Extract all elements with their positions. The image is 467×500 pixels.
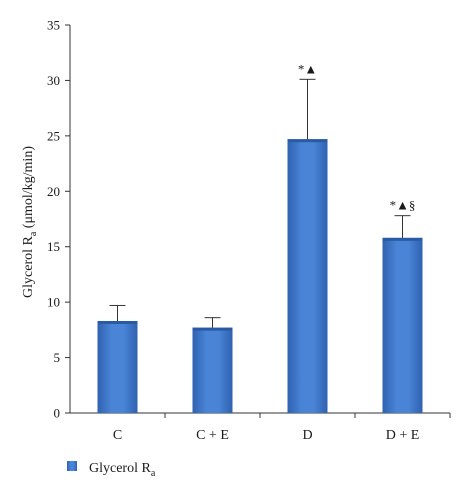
x-categories: C C + E D D + E xyxy=(113,413,451,443)
legend-label-sub: a xyxy=(151,468,156,479)
x-category-label: C + E xyxy=(196,428,229,443)
y-tick-label: 10 xyxy=(47,295,60,310)
x-category-label: D xyxy=(302,428,312,443)
y-axis-label-sub: a xyxy=(28,231,39,236)
legend-label: Glycerol Ra xyxy=(89,461,156,479)
legend-swatch xyxy=(67,461,77,471)
y-tick-label: 15 xyxy=(47,239,60,254)
x-category-label: C xyxy=(113,428,122,443)
y-axis-label-text: Glycerol Ra (μmol/kg/min) xyxy=(21,146,39,298)
y-axis-label-unit: (μmol/kg/min) xyxy=(21,146,36,232)
error-bars xyxy=(109,78,411,328)
y-tick-label: 5 xyxy=(54,350,61,365)
bar xyxy=(382,237,423,413)
bar-cap xyxy=(382,237,423,241)
y-axis-label-main: Glycerol R xyxy=(21,235,36,297)
y-tick-label: 0 xyxy=(54,406,61,421)
significance-annotation: *▲§ xyxy=(390,198,416,213)
x-category-label: D + E xyxy=(386,428,420,443)
bars xyxy=(97,139,423,413)
bar xyxy=(192,327,233,413)
bar-cap xyxy=(287,139,328,143)
significance-annotation: *▲ xyxy=(298,61,317,76)
y-tick-label: 25 xyxy=(47,128,60,143)
y-tick-label: 30 xyxy=(47,73,60,88)
bar xyxy=(287,139,328,413)
y-axis-label: Glycerol Ra (μmol/kg/min) xyxy=(21,146,39,298)
y-tick-label: 20 xyxy=(47,184,60,199)
bar xyxy=(97,320,138,413)
bar-cap xyxy=(192,327,233,331)
legend: Glycerol Ra xyxy=(67,461,156,479)
annotations: *▲ *▲§ xyxy=(298,61,416,212)
y-tick-label: 35 xyxy=(47,18,60,33)
bar-cap xyxy=(97,320,138,324)
y-ticks: 0 5 10 15 20 25 30 35 xyxy=(47,18,70,421)
legend-label-main: Glycerol R xyxy=(89,461,151,476)
